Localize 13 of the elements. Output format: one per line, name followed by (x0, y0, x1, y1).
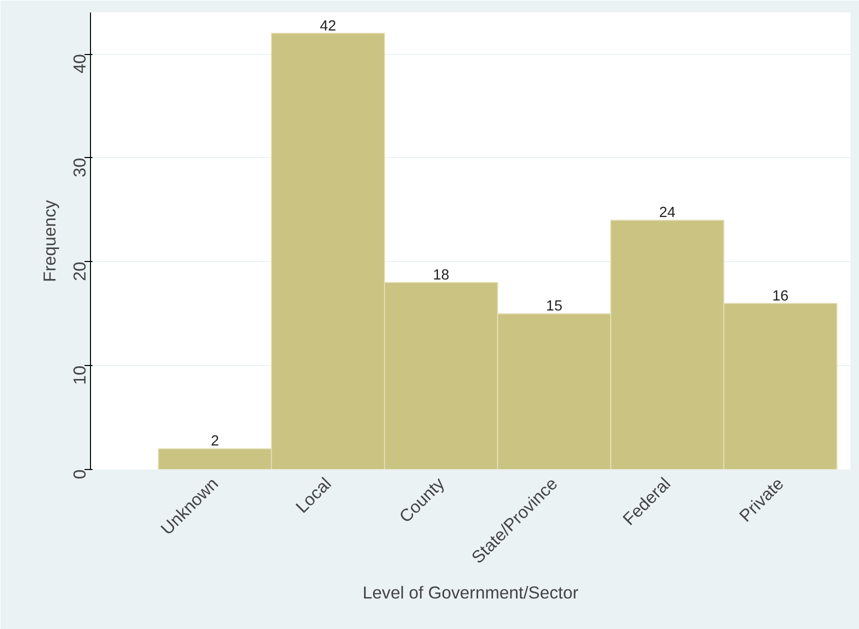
data-label: 2 (210, 434, 219, 450)
y-tick-label: 20 (70, 262, 90, 282)
data-label: 24 (659, 205, 676, 222)
data-label: 15 (546, 298, 562, 315)
data-label: 42 (320, 18, 336, 34)
y-axis-title: Frequency (40, 200, 60, 282)
y-tick-label: 30 (70, 158, 90, 178)
y-tick-label: 40 (70, 54, 90, 74)
data-label: 16 (772, 288, 789, 304)
y-tick-label: 10 (70, 366, 90, 385)
data-label: 18 (432, 268, 450, 284)
x-axis-title: Level of Government/Sector (362, 582, 579, 602)
y-tick-label: 0 (70, 469, 90, 480)
